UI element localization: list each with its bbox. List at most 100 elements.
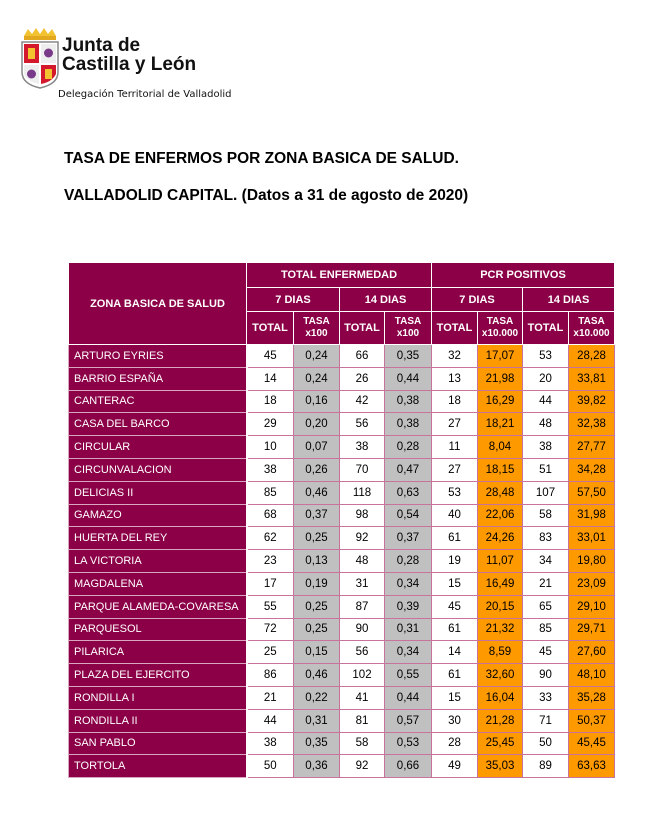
pcr-7d-total: 18 bbox=[431, 389, 478, 414]
pcr-14d-total: 65 bbox=[522, 594, 569, 619]
pcr-7d-total: 30 bbox=[431, 708, 478, 733]
zone-name: TORTOLA bbox=[68, 754, 248, 779]
enfermedad-14d-total: 92 bbox=[339, 526, 385, 551]
rates-table: ZONA BASICA DE SALUD TOTAL ENFERMEDAD PC… bbox=[68, 262, 615, 779]
enfermedad-14d-tasa: 0,57 bbox=[384, 708, 432, 733]
pcr-7d-tasa: 18,21 bbox=[477, 412, 523, 437]
enfermedad-14d-tasa: 0,38 bbox=[384, 389, 432, 414]
enfermedad-7d-total: 44 bbox=[246, 708, 294, 733]
enfermedad-14d-tasa: 0,63 bbox=[384, 480, 432, 505]
pcr-14d-tasa: 35,28 bbox=[568, 685, 615, 710]
table-row: RONDILLA I 21 0,22 41 0,44 15 16,04 33 35,28 bbox=[68, 685, 615, 710]
table-row: CIRCULAR 10 0,07 38 0,28 11 8,04 38 27,77 bbox=[68, 435, 615, 459]
enfermedad-7d-tasa: 0,46 bbox=[293, 480, 340, 505]
enfermedad-7d-total: 21 bbox=[246, 685, 294, 710]
enfermedad-7d-tasa: 0,31 bbox=[293, 708, 340, 733]
enfermedad-7d-total: 72 bbox=[246, 617, 294, 642]
enfermedad-14d-tasa: 0,47 bbox=[384, 457, 432, 482]
group-header-enfermedad: TOTAL ENFERMEDAD bbox=[246, 262, 432, 288]
enfermedad-14d-total: 41 bbox=[339, 685, 385, 710]
enfermedad-14d-tasa: 0,34 bbox=[384, 640, 432, 665]
col-header-total: TOTAL bbox=[522, 311, 569, 345]
enfermedad-7d-total: 18 bbox=[246, 389, 294, 414]
enfermedad-14d-total: 56 bbox=[339, 412, 385, 437]
zone-name: RONDILLA II bbox=[68, 708, 248, 733]
enfermedad-7d-tasa: 0,07 bbox=[293, 435, 340, 459]
table-row: GAMAZO 68 0,37 98 0,54 40 22,06 58 31,98 bbox=[68, 503, 615, 528]
enfermedad-14d-total: 31 bbox=[339, 571, 385, 596]
tasa-label: TASA bbox=[578, 316, 605, 327]
pcr-7d-tasa: 20,15 bbox=[477, 594, 523, 619]
period-header-7: 7 DIAS bbox=[246, 287, 340, 312]
tasa-unit: x100 bbox=[305, 328, 328, 339]
pcr-14d-tasa: 33,01 bbox=[568, 526, 615, 551]
pcr-7d-tasa: 32,60 bbox=[477, 663, 523, 687]
pcr-7d-tasa: 21,98 bbox=[477, 366, 523, 391]
table-row: ARTURO EYRIES 45 0,24 66 0,35 32 17,07 53 28,28 bbox=[68, 344, 615, 368]
enfermedad-7d-total: 38 bbox=[246, 731, 294, 756]
enfermedad-7d-tasa: 0,20 bbox=[293, 412, 340, 437]
zone-header: ZONA BASICA DE SALUD bbox=[68, 262, 247, 345]
enfermedad-7d-tasa: 0,16 bbox=[293, 389, 340, 414]
zone-name: CIRCUNVALACION bbox=[68, 457, 248, 482]
pcr-7d-tasa: 25,45 bbox=[477, 731, 523, 756]
zone-name: CASA DEL BARCO bbox=[68, 412, 248, 437]
pcr-7d-total: 40 bbox=[431, 503, 478, 528]
zone-name: CANTERAC bbox=[68, 389, 248, 414]
pcr-7d-total: 53 bbox=[431, 480, 478, 505]
pcr-14d-total: 38 bbox=[522, 435, 569, 459]
zone-name: PILARICA bbox=[68, 640, 248, 665]
enfermedad-14d-tasa: 0,66 bbox=[384, 754, 432, 779]
pcr-14d-tasa: 27,77 bbox=[568, 435, 615, 459]
enfermedad-7d-total: 68 bbox=[246, 503, 294, 528]
enfermedad-14d-tasa: 0,39 bbox=[384, 594, 432, 619]
enfermedad-14d-total: 26 bbox=[339, 366, 385, 391]
enfermedad-14d-total: 56 bbox=[339, 640, 385, 665]
enfermedad-7d-tasa: 0,35 bbox=[293, 731, 340, 756]
tasa-label: TASA bbox=[303, 316, 330, 327]
enfermedad-14d-total: 70 bbox=[339, 457, 385, 482]
col-header-total: TOTAL bbox=[431, 311, 478, 345]
table-row: CASA DEL BARCO 29 0,20 56 0,38 27 18,21 48 32,38 bbox=[68, 412, 615, 437]
pcr-14d-total: 89 bbox=[522, 754, 569, 779]
enfermedad-7d-tasa: 0,26 bbox=[293, 457, 340, 482]
enfermedad-14d-total: 81 bbox=[339, 708, 385, 733]
enfermedad-7d-total: 10 bbox=[246, 435, 294, 459]
enfermedad-7d-total: 14 bbox=[246, 366, 294, 391]
pcr-14d-tasa: 34,28 bbox=[568, 457, 615, 482]
pcr-7d-total: 15 bbox=[431, 685, 478, 710]
coat-of-arms-icon bbox=[21, 28, 59, 89]
group-header-pcr: PCR POSITIVOS bbox=[431, 262, 615, 288]
enfermedad-7d-tasa: 0,19 bbox=[293, 571, 340, 596]
pcr-7d-tasa: 16,49 bbox=[477, 571, 523, 596]
enfermedad-7d-tasa: 0,25 bbox=[293, 594, 340, 619]
pcr-7d-tasa: 18,15 bbox=[477, 457, 523, 482]
zone-name: GAMAZO bbox=[68, 503, 248, 528]
pcr-14d-total: 50 bbox=[522, 731, 569, 756]
enfermedad-7d-total: 55 bbox=[246, 594, 294, 619]
zone-name: SAN PABLO bbox=[68, 731, 248, 756]
pcr-7d-total: 49 bbox=[431, 754, 478, 779]
enfermedad-7d-tasa: 0,22 bbox=[293, 685, 340, 710]
table-row: RONDILLA II 44 0,31 81 0,57 30 21,28 71 50,37 bbox=[68, 708, 615, 733]
org-name-line2: Castilla y León bbox=[62, 54, 197, 75]
tasa-label: TASA bbox=[486, 316, 514, 327]
pcr-7d-total: 32 bbox=[431, 344, 478, 368]
pcr-7d-tasa: 24,26 bbox=[477, 526, 523, 551]
pcr-14d-total: 58 bbox=[522, 503, 569, 528]
pcr-14d-tasa: 63,63 bbox=[568, 754, 615, 779]
col-header-total: TOTAL bbox=[339, 311, 385, 345]
tasa-label: TASA bbox=[394, 316, 422, 327]
enfermedad-7d-tasa: 0,36 bbox=[293, 754, 340, 779]
pcr-14d-tasa: 48,10 bbox=[568, 663, 615, 687]
enfermedad-14d-total: 48 bbox=[339, 549, 385, 573]
enfermedad-14d-tasa: 0,55 bbox=[384, 663, 432, 687]
pcr-7d-tasa: 22,06 bbox=[477, 503, 523, 528]
pcr-7d-total: 13 bbox=[431, 366, 478, 391]
col-header-tasa: TASA x10.000 bbox=[477, 311, 523, 345]
pcr-14d-tasa: 29,10 bbox=[568, 594, 615, 619]
pcr-14d-total: 45 bbox=[522, 640, 569, 665]
enfermedad-7d-total: 50 bbox=[246, 754, 294, 779]
enfermedad-14d-tasa: 0,34 bbox=[384, 571, 432, 596]
tasa-unit: x10.000 bbox=[481, 328, 519, 339]
